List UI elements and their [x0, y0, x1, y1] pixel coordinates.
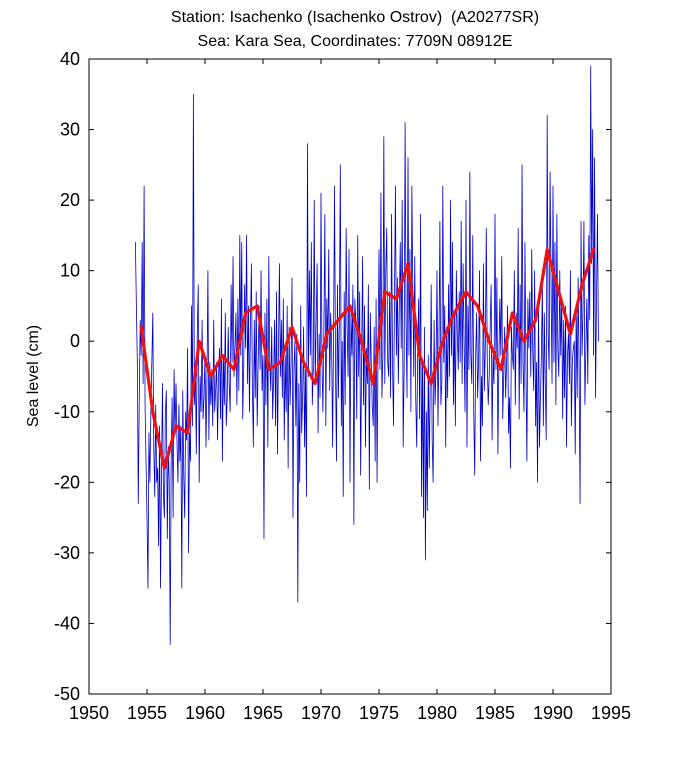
x-tick-label: 1970	[301, 703, 341, 723]
y-tick-label: 20	[60, 190, 80, 210]
x-tick-label: 1980	[417, 703, 457, 723]
x-tick-label: 1975	[359, 703, 399, 723]
x-tick-label: 1950	[69, 703, 109, 723]
y-tick-label: 30	[60, 120, 80, 140]
y-axis: 40 30 20 10 0 -10 -20 -30 -40 -50	[54, 49, 611, 704]
x-tick-label: 1985	[475, 703, 515, 723]
series-layer	[135, 65, 599, 646]
y-tick-label: -10	[54, 402, 80, 422]
y-tick-label: -30	[54, 543, 80, 563]
y-tick-label: 40	[60, 49, 80, 69]
plot-frame	[88, 58, 612, 695]
chart-subtitle: Sea: Kara Sea, Coordinates: 7709N 08912E	[198, 33, 513, 50]
x-tick-label: 1965	[243, 703, 283, 723]
y-tick-label: -20	[54, 472, 80, 492]
y-tick-label: 0	[70, 331, 80, 351]
x-tick-label: 1960	[185, 703, 225, 723]
plot-area	[89, 59, 611, 694]
y-tick-label: 10	[60, 261, 80, 281]
annual-mean-series-line	[139, 247, 596, 470]
chart-title: Station: Isachenko (Isachenko Ostrov) (A…	[171, 9, 539, 26]
y-tick-label: -40	[54, 613, 80, 633]
y-tick-label: -50	[54, 684, 80, 704]
x-tick-label: 1995	[591, 703, 631, 723]
y-axis-label: Sea level (cm)	[25, 325, 42, 427]
x-tick-label: 1955	[127, 703, 167, 723]
x-tick-label: 1990	[533, 703, 573, 723]
x-axis: 1950 1955 1960 1965 1970 1975 1980 1985 1990 1995	[69, 59, 631, 723]
